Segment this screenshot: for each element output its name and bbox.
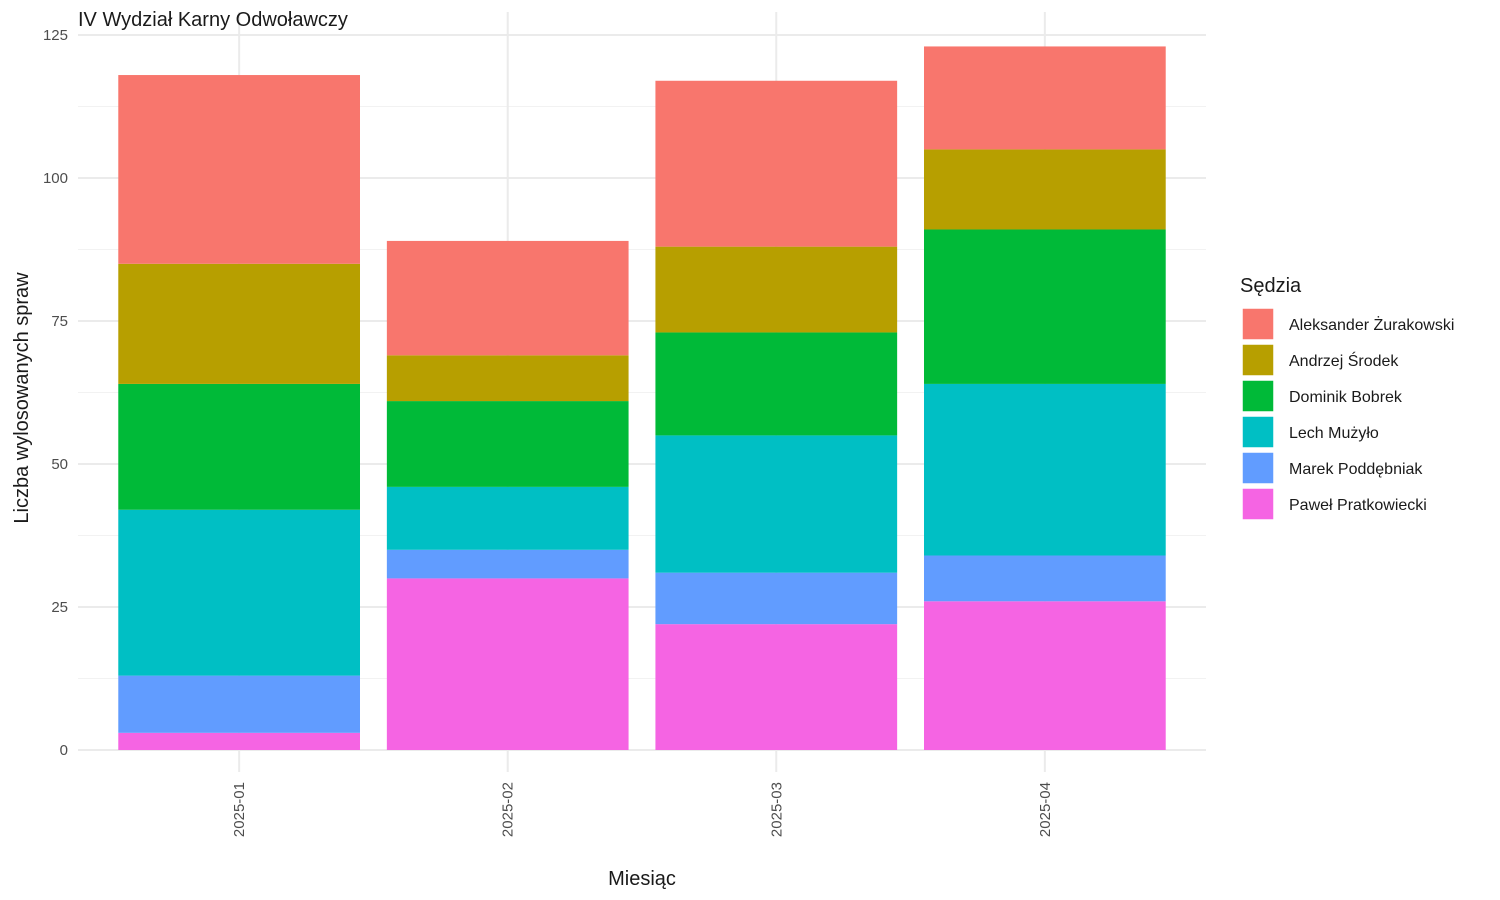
legend: Sędzia Aleksander Żurakowski Andrzej Środ… (1240, 275, 1454, 521)
bar-segment (386, 240, 629, 356)
bar-segment (118, 732, 361, 750)
y-tick-label: 25 (51, 599, 68, 616)
bar-segment (655, 435, 898, 573)
bar-segment (924, 149, 1166, 230)
bar-segment (924, 383, 1166, 556)
y-tick-label: 100 (43, 170, 68, 187)
x-tick-label: 2025-03 (768, 782, 785, 837)
bar-segment (386, 401, 629, 487)
legend-label: Paweł Pratkowiecki (1289, 497, 1427, 514)
legend-label: Lech Mużyło (1289, 425, 1379, 442)
legend-swatch (1241, 307, 1275, 341)
bar-segment (386, 355, 629, 402)
bar-segment (386, 486, 629, 550)
legend-title: Sędzia (1240, 275, 1302, 297)
legend-swatch (1241, 451, 1275, 485)
y-axis-ticks: 0 25 50 75 100 125 (43, 27, 68, 759)
bar-segment (118, 509, 361, 676)
legend-swatch (1241, 379, 1275, 413)
legend-swatch (1241, 487, 1275, 521)
legend-swatch (1241, 343, 1275, 377)
bar-segment (655, 572, 898, 625)
bar-segment (924, 555, 1166, 602)
x-axis-ticks: 2025-01 2025-02 2025-03 2025-04 (231, 782, 1054, 837)
x-axis-title: Miesiąc (608, 868, 676, 890)
y-axis-title: Liczba wylosowanych spraw (11, 272, 33, 524)
legend-label: Marek Poddębniak (1289, 461, 1423, 478)
chart-title: IV Wydział Karny Odwoławczy (78, 9, 348, 31)
x-tick-label: 2025-02 (500, 782, 517, 837)
bar-segment (118, 263, 361, 384)
y-tick-label: 125 (43, 27, 68, 44)
y-tick-label: 75 (51, 313, 68, 330)
x-tick-label: 2025-04 (1037, 782, 1054, 837)
bar-segment (924, 601, 1166, 750)
legend-label: Aleksander Żurakowski (1289, 315, 1454, 334)
legend-label: Andrzej Środek (1289, 351, 1399, 370)
bars (118, 46, 1166, 750)
bar-segment (655, 332, 898, 436)
y-tick-label: 50 (51, 456, 68, 473)
bar-segment (118, 383, 361, 510)
bar-segment (655, 624, 898, 750)
bar-segment (118, 75, 361, 264)
bar-segment (386, 549, 629, 579)
bar-segment (386, 578, 629, 750)
bar-segment (924, 46, 1166, 150)
legend-label: Dominik Bobrek (1289, 389, 1403, 406)
bar-segment (924, 229, 1166, 384)
legend-swatch (1241, 415, 1275, 449)
bar-segment (655, 80, 898, 247)
bar-segment (655, 246, 898, 333)
x-tick-label: 2025-01 (231, 782, 248, 837)
y-tick-label: 0 (60, 742, 68, 759)
bar-segment (118, 675, 361, 733)
